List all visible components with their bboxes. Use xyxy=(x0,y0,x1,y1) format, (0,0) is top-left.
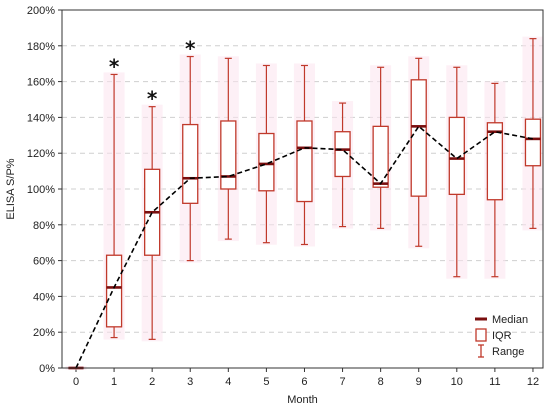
x-tick-label: 3 xyxy=(187,376,193,388)
y-tick-label: 80% xyxy=(33,220,55,232)
x-tick-label: 8 xyxy=(378,376,384,388)
x-tick-label: 11 xyxy=(489,376,500,388)
x-tick-label: 2 xyxy=(149,376,155,388)
legend-iqr-swatch xyxy=(475,328,487,342)
x-tick-label: 6 xyxy=(301,376,307,388)
significance-markers: * * * xyxy=(109,37,196,111)
y-tick-label: 20% xyxy=(33,327,55,339)
x-tick-label: 7 xyxy=(339,376,345,388)
iqr-box xyxy=(372,125,389,188)
x-axis-ticks: 0 1 2 3 4 5 6 7 8 9 10 11 12 xyxy=(73,368,539,388)
y-tick-label: 40% xyxy=(33,291,55,303)
iqr-box xyxy=(220,120,237,190)
iqr-box xyxy=(182,123,199,204)
box-month-1 xyxy=(103,72,125,340)
x-tick-label: 4 xyxy=(225,376,231,388)
iqr-box xyxy=(486,122,504,201)
box-month-7 xyxy=(332,101,354,229)
box-month-6 xyxy=(293,63,315,247)
y-tick-label: 180% xyxy=(27,41,55,53)
y-tick-label: 0% xyxy=(39,363,55,375)
y-tick-label: 100% xyxy=(27,184,55,196)
legend-median-label: Median xyxy=(492,314,528,326)
y-tick-label: 140% xyxy=(27,112,55,124)
y-tick-label: 160% xyxy=(27,77,55,89)
significance-star: * xyxy=(185,37,196,61)
box-month-2 xyxy=(141,104,163,342)
significance-star: * xyxy=(147,87,158,111)
legend-iqr-label: IQR xyxy=(492,330,512,342)
legend-item-range: Range xyxy=(478,344,524,358)
x-tick-label: 5 xyxy=(263,376,269,388)
box-month-10 xyxy=(446,65,468,279)
iqr-box xyxy=(296,120,313,203)
y-tick-label: 200% xyxy=(27,5,55,17)
box-month-8 xyxy=(370,65,392,231)
x-tick-label: 12 xyxy=(527,376,539,388)
significance-star: * xyxy=(109,54,120,78)
iqr-box xyxy=(448,116,465,196)
iqr-box xyxy=(105,254,123,328)
box-month-5 xyxy=(255,63,277,245)
y-axis-ticks: 0% 20% 40% 60% 80% 100% 120% 140% 160% 180% 200% xyxy=(27,5,62,375)
y-tick-label: 60% xyxy=(33,256,55,268)
box-month-12 xyxy=(522,36,544,231)
box-month-11 xyxy=(484,81,506,279)
iqr-box xyxy=(334,131,351,178)
x-tick-label: 10 xyxy=(451,376,463,388)
iqr-box xyxy=(524,118,542,167)
box-series xyxy=(65,36,544,370)
iqr-box xyxy=(410,79,427,197)
legend-item-iqr: IQR xyxy=(475,328,512,342)
x-axis-label: Month xyxy=(287,394,318,406)
plot-frame xyxy=(61,9,544,369)
box-month-9 xyxy=(408,56,430,249)
y-axis-label: ELISA S/P% xyxy=(5,158,17,219)
legend-range-swatch xyxy=(478,344,484,358)
legend: Median IQR Range xyxy=(475,314,528,358)
iqr-box xyxy=(258,132,275,192)
box-month-4 xyxy=(217,56,239,242)
legend-range-label: Range xyxy=(492,346,524,358)
x-tick-label: 9 xyxy=(416,376,422,388)
legend-item-median: Median xyxy=(475,314,528,326)
box-month-3 xyxy=(179,54,201,263)
y-tick-label: 120% xyxy=(27,148,55,160)
x-tick-label: 0 xyxy=(73,376,79,388)
x-tick-label: 1 xyxy=(111,376,117,388)
